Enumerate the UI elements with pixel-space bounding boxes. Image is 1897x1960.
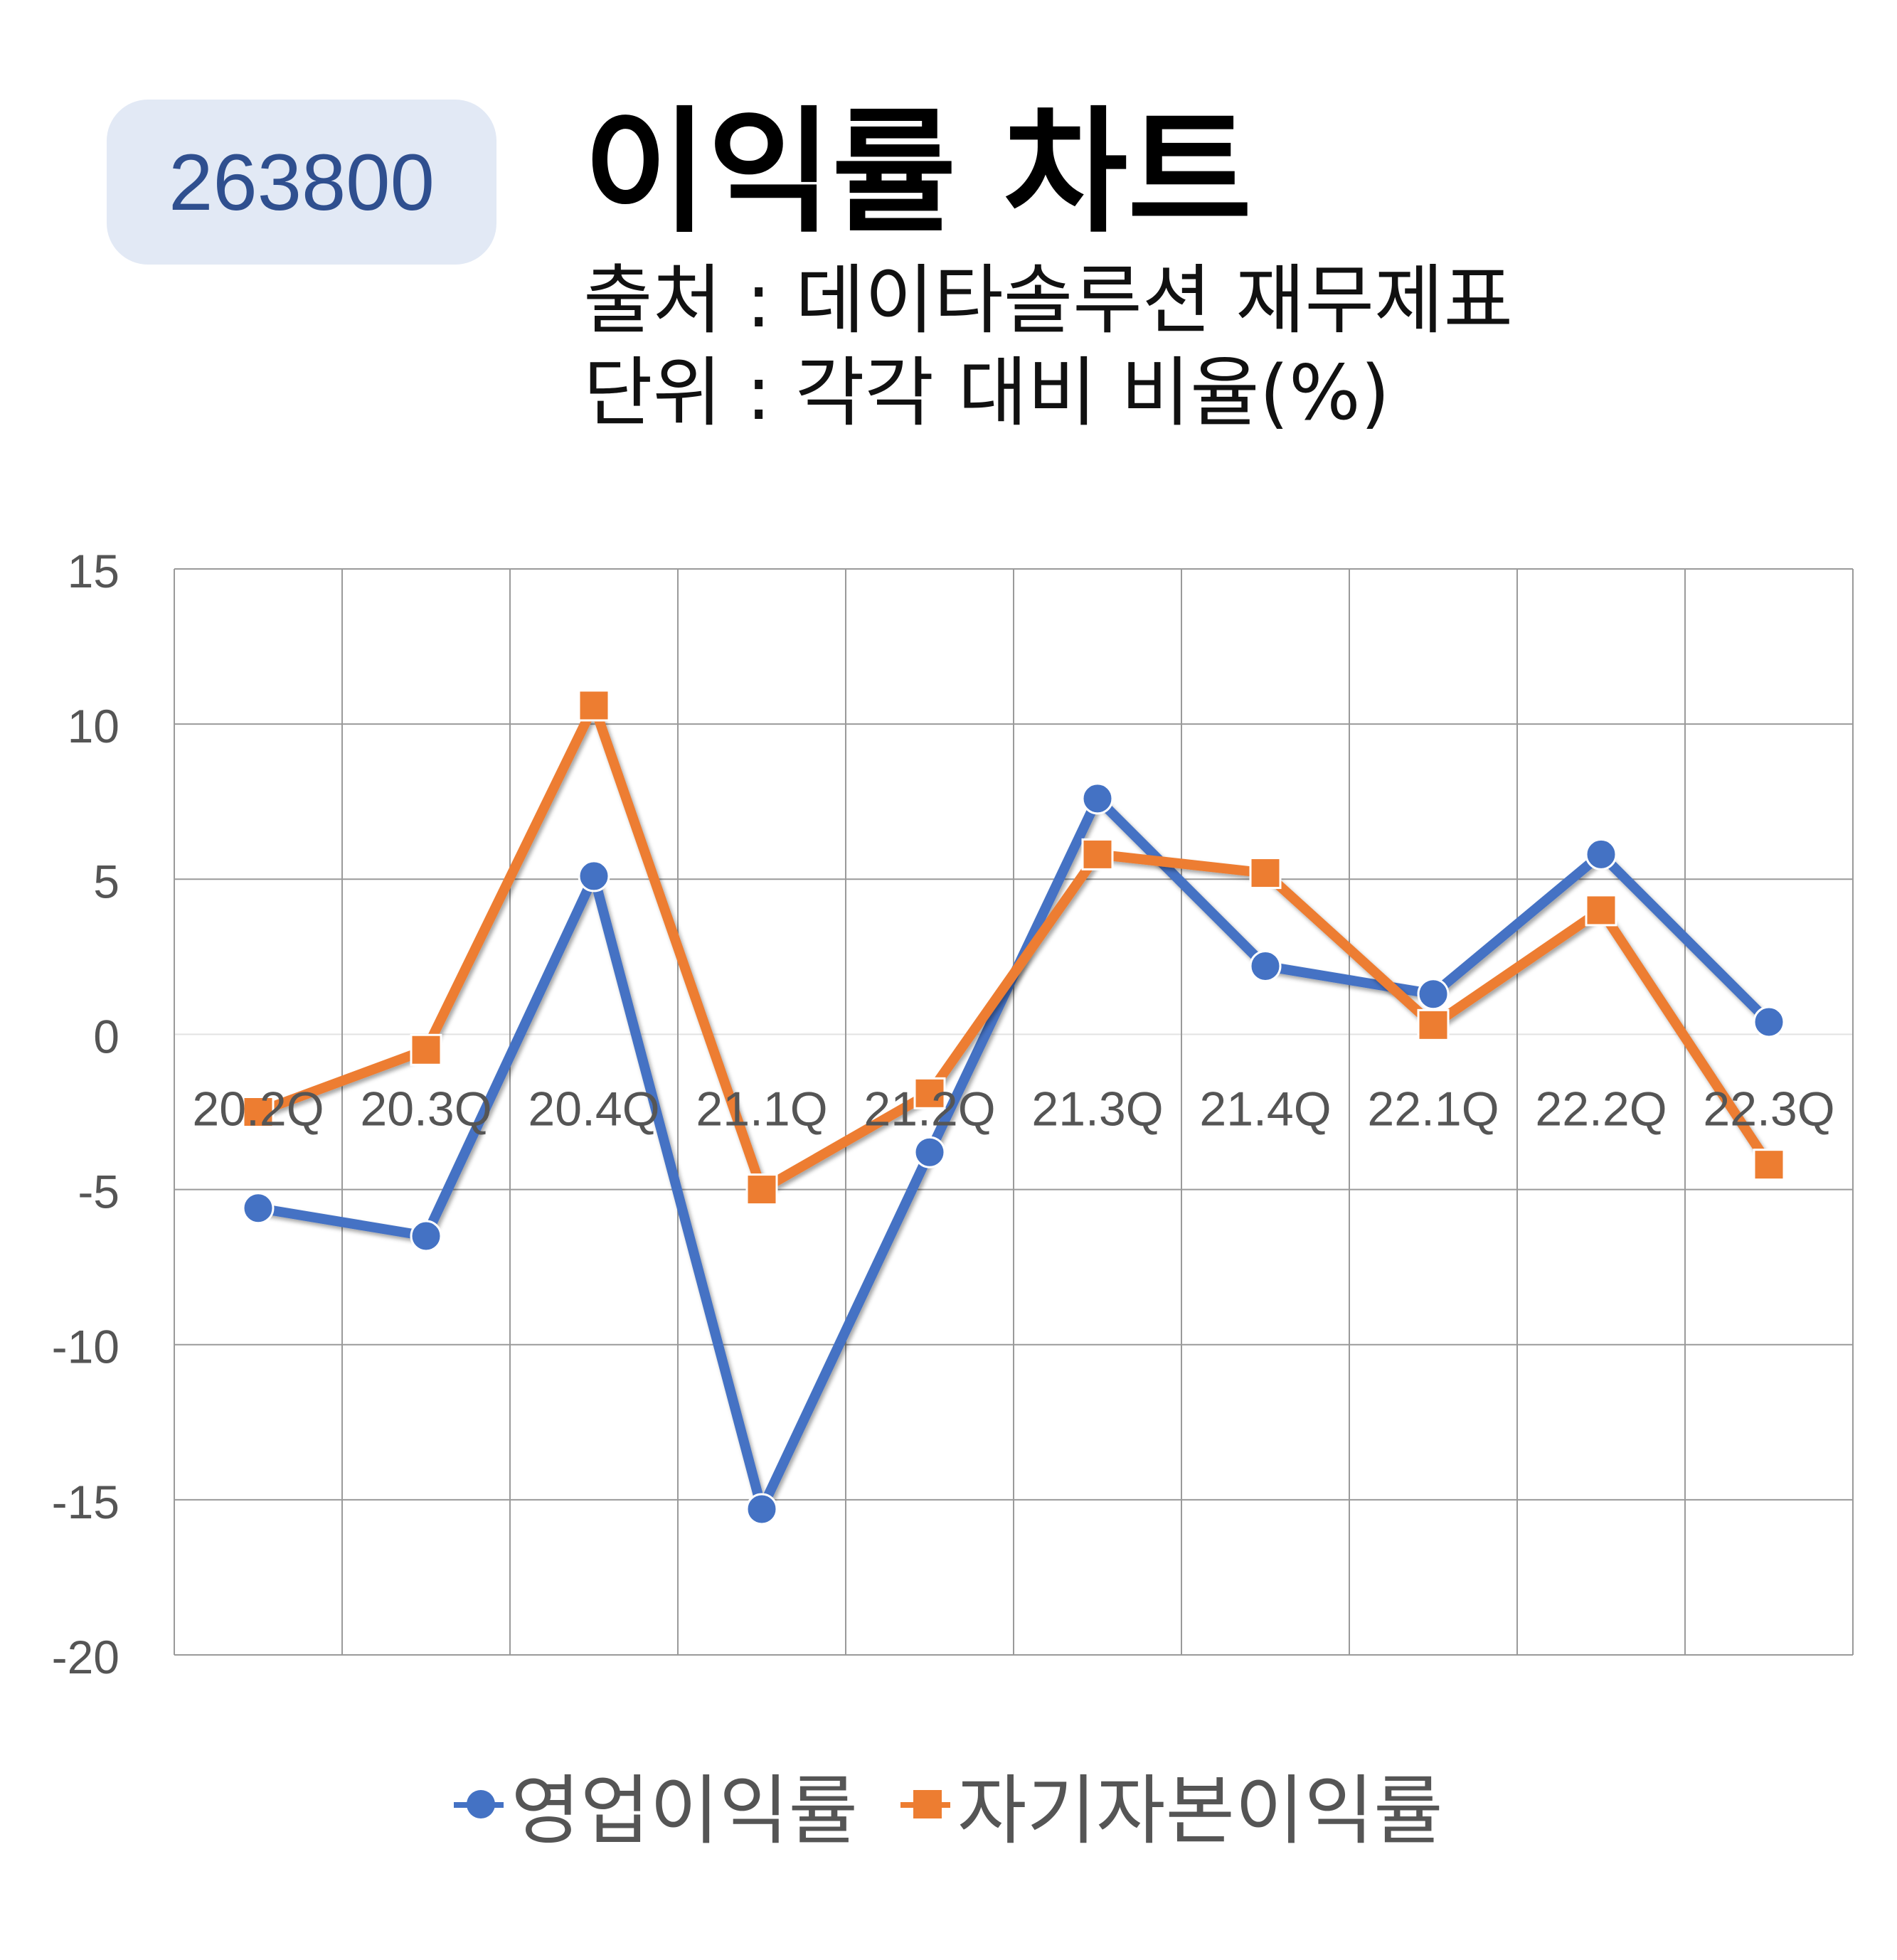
- data-point-operating-margin: [1417, 978, 1450, 1011]
- x-axis-labels: 20.2Q 20.3Q 20.4Q 21.1Q 21.2Q 21.3Q 21.4Q 22.1Q…: [192, 1082, 1834, 1136]
- x-tick-label: 20.2Q: [192, 1082, 324, 1136]
- y-tick-label: 0: [93, 1010, 119, 1062]
- y-tick-label: 10: [68, 700, 119, 752]
- data-point-roe: [410, 1033, 442, 1066]
- x-tick-label: 21.4Q: [1199, 1082, 1331, 1136]
- y-tick-label: -20: [52, 1631, 119, 1683]
- legend-label: 영업이익률: [511, 1767, 858, 1855]
- data-point-roe: [913, 1077, 946, 1109]
- page-title: 이익률 차트: [583, 94, 1253, 251]
- data-point-operating-margin: [745, 1493, 778, 1525]
- grid: [174, 568, 1854, 1656]
- legend: 영업이익률 자기자본이익률: [0, 1749, 1897, 1859]
- y-tick-label: 5: [93, 855, 119, 907]
- data-point-operating-margin: [410, 1220, 442, 1252]
- stock-code-badge: 263800: [107, 100, 496, 265]
- square-marker-icon: [900, 1790, 950, 1818]
- data-point-operating-margin: [1585, 838, 1617, 870]
- source-text: 출처 : 데이타솔루션 재무제표: [583, 257, 1514, 344]
- series: [242, 689, 1785, 1525]
- y-tick-label: -5: [78, 1166, 119, 1218]
- x-tick-label: 22.1Q: [1367, 1082, 1499, 1136]
- x-tick-label: 20.4Q: [528, 1082, 659, 1136]
- y-axis-labels: 15 10 5 0 -5 -10 -15 -20: [52, 545, 119, 1683]
- unit-text: 단위 : 각각 대비 비율(%): [583, 349, 1391, 437]
- stock-code: 263800: [169, 137, 435, 227]
- data-point-roe: [578, 689, 610, 722]
- data-point-operating-margin: [1081, 782, 1114, 815]
- data-point-roe: [1249, 857, 1282, 890]
- data-point-roe: [1081, 838, 1114, 870]
- y-tick-label: -10: [52, 1321, 119, 1373]
- x-tick-label: 22.2Q: [1535, 1082, 1667, 1136]
- data-point-operating-margin: [1753, 1006, 1785, 1038]
- data-point-operating-margin: [242, 1192, 275, 1225]
- data-point-operating-margin: [913, 1136, 946, 1168]
- data-point-roe: [1417, 1008, 1450, 1041]
- legend-item-roe: 자기자본이익률: [900, 1749, 1443, 1859]
- x-tick-label: 22.3Q: [1703, 1082, 1834, 1136]
- circle-marker-icon: [454, 1790, 504, 1818]
- legend-item-operating-margin: 영업이익률: [454, 1749, 858, 1859]
- x-tick-label: 20.3Q: [360, 1082, 491, 1136]
- y-tick-label: -15: [52, 1476, 119, 1528]
- data-point-roe: [1585, 894, 1617, 927]
- data-point-roe: [745, 1173, 778, 1206]
- y-tick-label: 15: [68, 545, 119, 597]
- series-line-2: [253, 700, 1774, 1195]
- legend-label: 자기자본이익률: [957, 1767, 1443, 1855]
- x-tick-label: 21.2Q: [864, 1082, 995, 1136]
- data-point-operating-margin: [578, 860, 610, 893]
- data-point-roe: [242, 1096, 275, 1128]
- x-tick-label: 21.1Q: [696, 1082, 827, 1136]
- x-tick-label: 21.3Q: [1031, 1082, 1163, 1136]
- data-point-operating-margin: [1249, 949, 1282, 982]
- data-point-roe: [1753, 1149, 1785, 1181]
